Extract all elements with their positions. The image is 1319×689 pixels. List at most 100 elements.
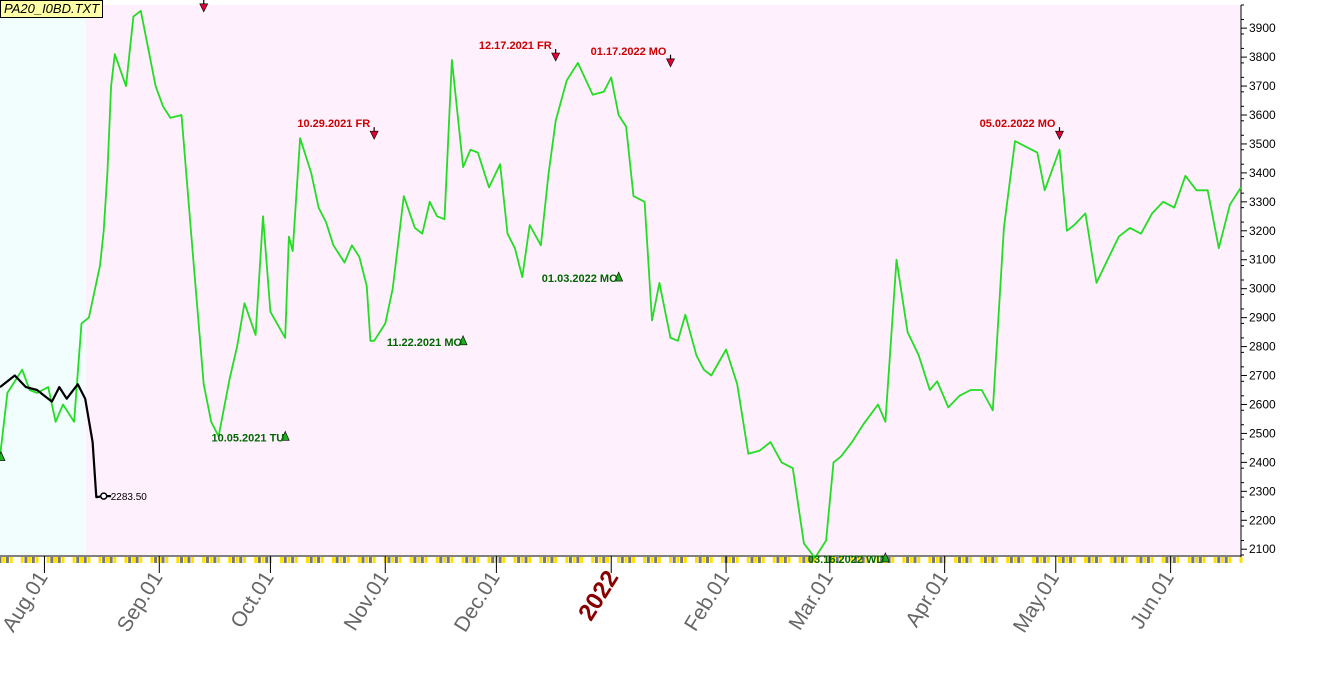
x-day-tick xyxy=(368,557,372,563)
x-day-tick xyxy=(839,557,843,563)
x-month-label: Oct.01 xyxy=(226,567,278,632)
x-day-tick xyxy=(565,557,569,563)
x-day-tick xyxy=(439,557,443,563)
y-tick-label: 3200 xyxy=(1249,224,1276,238)
x-day-tick xyxy=(1017,557,1021,563)
x-day-tick xyxy=(580,557,584,563)
y-tick-label: 3400 xyxy=(1249,166,1276,180)
x-day-tick xyxy=(1187,557,1191,563)
x-day-tick xyxy=(1139,557,1143,563)
x-day-tick xyxy=(165,557,169,563)
x-day-tick xyxy=(813,557,817,563)
x-day-tick xyxy=(572,557,576,563)
trough-label: 03.16.2022 WD xyxy=(808,554,884,566)
x-day-tick xyxy=(57,557,61,563)
x-day-tick xyxy=(124,557,128,563)
x-day-tick xyxy=(1098,557,1102,563)
y-tick-label: 3800 xyxy=(1249,50,1276,64)
x-day-tick xyxy=(965,557,969,563)
x-day-tick xyxy=(231,557,235,563)
y-tick-label: 3700 xyxy=(1249,79,1276,93)
x-day-tick xyxy=(591,557,595,563)
x-day-tick xyxy=(180,557,184,563)
x-day-tick xyxy=(320,557,324,563)
x-day-tick xyxy=(1113,557,1117,563)
x-day-tick xyxy=(757,557,761,563)
x-day-tick xyxy=(335,557,339,563)
peak-label: 09.13.2021 MO xyxy=(124,0,200,3)
x-day-tick xyxy=(1109,557,1113,563)
x-day-tick xyxy=(672,557,676,563)
x-day-tick xyxy=(228,557,232,563)
x-day-tick xyxy=(1072,557,1076,563)
x-day-tick xyxy=(491,557,495,563)
x-day-tick xyxy=(131,557,135,563)
x-day-tick xyxy=(783,557,787,563)
x-day-tick xyxy=(513,557,517,563)
x-day-tick xyxy=(683,557,687,563)
x-day-tick xyxy=(317,557,321,563)
x-day-tick xyxy=(709,557,713,563)
x-day-tick xyxy=(1195,557,1199,563)
x-day-tick xyxy=(902,557,906,563)
x-day-tick xyxy=(498,557,502,563)
x-day-tick xyxy=(1143,557,1147,563)
series-layer: 2283.50 xyxy=(0,9,1242,559)
x-day-tick xyxy=(72,557,76,563)
x-day-tick xyxy=(576,557,580,563)
x-day-tick xyxy=(832,557,836,563)
x-day-tick xyxy=(357,557,361,563)
x-day-tick xyxy=(954,557,958,563)
x-day-tick xyxy=(850,557,854,563)
x-day-tick xyxy=(995,557,999,563)
x-day-tick xyxy=(1202,557,1206,563)
x-day-tick xyxy=(1191,557,1195,563)
x-day-tick xyxy=(435,557,439,563)
y-tick-label: 2300 xyxy=(1249,484,1276,498)
x-day-tick xyxy=(991,557,995,563)
x-day-tick xyxy=(24,557,28,563)
x-day-tick xyxy=(1069,557,1073,563)
x-day-tick xyxy=(205,557,209,563)
x-day-tick xyxy=(980,557,984,563)
x-day-tick xyxy=(476,557,480,563)
y-tick-label: 2500 xyxy=(1249,426,1276,440)
x-day-tick xyxy=(1239,557,1243,563)
x-day-tick xyxy=(35,557,39,563)
x-day-tick xyxy=(631,557,635,563)
x-day-tick xyxy=(550,557,554,563)
trough-marker xyxy=(458,335,468,346)
peak-marker xyxy=(551,52,561,62)
x-day-tick xyxy=(1061,557,1065,563)
x-day-tick xyxy=(202,557,206,563)
x-day-tick xyxy=(191,557,195,563)
x-month-label: Aug.01 xyxy=(0,567,53,636)
x-month-label: May.01 xyxy=(1009,567,1064,636)
x-day-tick xyxy=(1020,557,1024,563)
x-day-tick xyxy=(1009,557,1013,563)
x-day-tick xyxy=(343,557,347,563)
x-day-tick xyxy=(391,557,395,563)
x-day-tick xyxy=(128,557,132,563)
x-day-tick xyxy=(135,557,139,563)
x-day-tick xyxy=(242,557,246,563)
x-day-tick xyxy=(102,557,106,563)
x-day-tick xyxy=(313,557,317,563)
x-day-tick xyxy=(720,557,724,563)
x-day-tick xyxy=(387,557,391,563)
x-day-tick xyxy=(543,557,547,563)
x-day-tick xyxy=(728,557,732,563)
x-day-tick xyxy=(1091,557,1095,563)
x-day-tick xyxy=(654,557,658,563)
x-day-tick xyxy=(113,557,117,563)
x-day-tick xyxy=(735,557,739,563)
x-day-tick xyxy=(1087,557,1091,563)
x-day-tick xyxy=(798,557,802,563)
x-day-tick xyxy=(450,557,454,563)
x-day-tick xyxy=(294,557,298,563)
x-day-tick xyxy=(913,557,917,563)
x-day-tick xyxy=(150,557,154,563)
x-day-tick xyxy=(472,557,476,563)
x-day-tick xyxy=(280,557,284,563)
x-day-tick xyxy=(939,557,943,563)
